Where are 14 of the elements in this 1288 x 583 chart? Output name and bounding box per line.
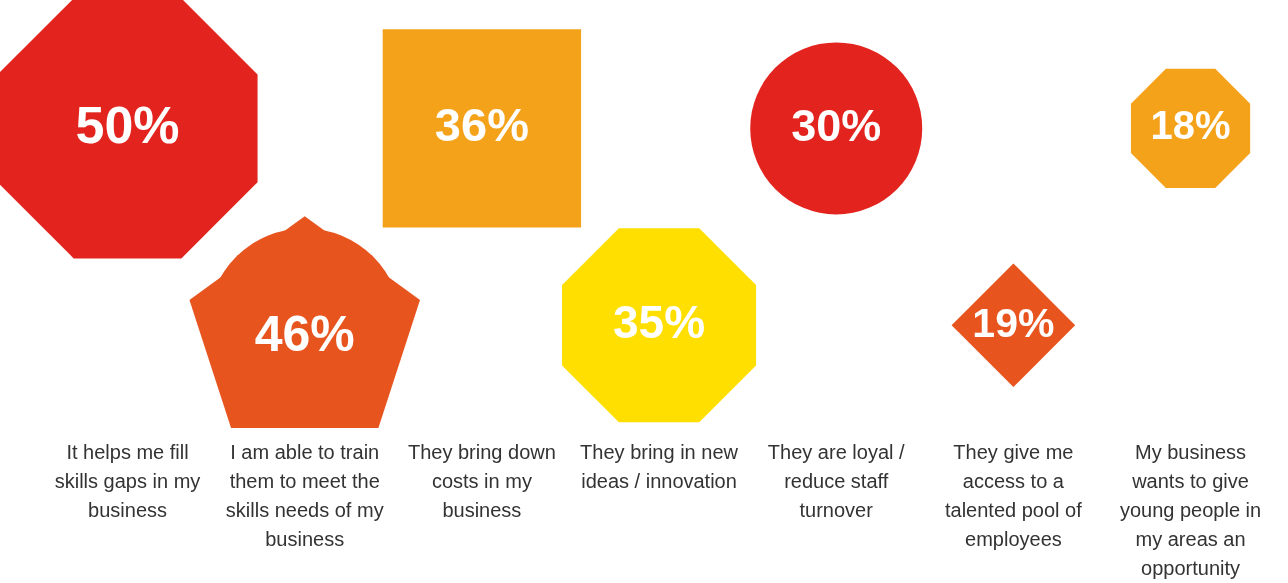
category-label: They are loyal / reduce staff turnover xyxy=(766,440,906,523)
category-label: My business wants to give young people in my areas an opportunity xyxy=(1118,440,1263,581)
data-label: 50% xyxy=(75,95,180,154)
data-label: 18% xyxy=(1150,103,1231,148)
data-label: 30% xyxy=(791,99,882,151)
data-label: 19% xyxy=(972,299,1055,346)
data-label: 36% xyxy=(434,98,529,152)
category-label: They give me access to a talented pool of employees xyxy=(944,440,1083,552)
data-label: 35% xyxy=(613,295,706,348)
category-label: They bring down costs in my business xyxy=(406,440,557,523)
category-label: They bring in new ideas / innovation xyxy=(579,440,739,494)
data-label: 46% xyxy=(254,306,355,363)
category-label: I am able to train them to meet the skills needs of my business xyxy=(224,440,385,552)
category-label: It helps me fill skills gaps in my business xyxy=(53,440,202,523)
